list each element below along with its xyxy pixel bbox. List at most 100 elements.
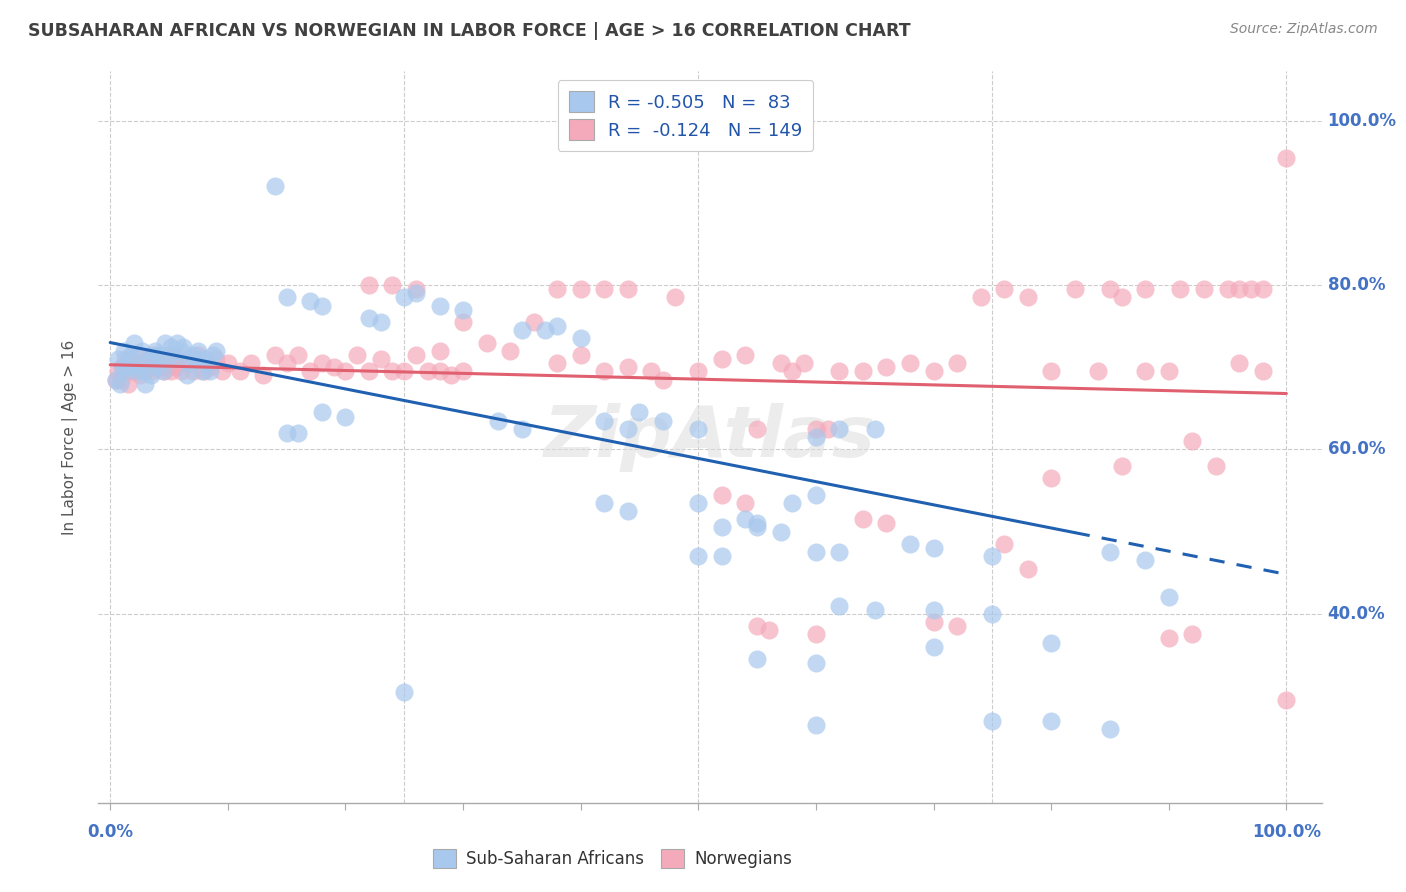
Point	[198, 360, 221, 375]
Point	[546, 282, 568, 296]
Point	[828, 364, 851, 378]
Point	[1040, 471, 1063, 485]
Point	[898, 537, 921, 551]
Point	[969, 290, 991, 304]
Text: SUBSAHARAN AFRICAN VS NORWEGIAN IN LABOR FORCE | AGE > 16 CORRELATION CHART: SUBSAHARAN AFRICAN VS NORWEGIAN IN LABOR…	[28, 22, 911, 40]
Point	[170, 343, 193, 358]
Point	[163, 348, 186, 362]
Point	[828, 599, 851, 613]
Point	[187, 348, 209, 362]
Point	[152, 364, 174, 378]
Point	[922, 615, 945, 629]
Point	[451, 315, 474, 329]
Point	[121, 356, 143, 370]
Point	[131, 356, 153, 370]
Point	[981, 714, 1004, 728]
Point	[688, 364, 710, 378]
Point	[817, 422, 839, 436]
Point	[1063, 282, 1085, 296]
Point	[804, 422, 827, 436]
Point	[804, 545, 827, 559]
Point	[804, 627, 827, 641]
Point	[117, 376, 139, 391]
Point	[534, 323, 557, 337]
Point	[311, 299, 333, 313]
Point	[165, 360, 187, 375]
Point	[1170, 282, 1192, 296]
Point	[616, 282, 638, 296]
Point	[782, 364, 804, 378]
Point	[1098, 545, 1121, 559]
Point	[153, 364, 176, 378]
Point	[804, 656, 827, 670]
Point	[804, 717, 827, 731]
Point	[1017, 290, 1039, 304]
Text: Source: ZipAtlas.com: Source: ZipAtlas.com	[1230, 22, 1378, 37]
Point	[143, 348, 166, 362]
Point	[875, 360, 897, 375]
Point	[1227, 356, 1250, 370]
Point	[652, 373, 675, 387]
Point	[1087, 364, 1109, 378]
Point	[1098, 282, 1121, 296]
Point	[131, 343, 153, 358]
Point	[193, 351, 215, 366]
Point	[195, 356, 218, 370]
Point	[381, 364, 404, 378]
Point	[176, 351, 198, 366]
Point	[117, 360, 139, 375]
Point	[370, 315, 392, 329]
Point	[593, 414, 616, 428]
Point	[710, 549, 733, 564]
Point	[981, 607, 1004, 621]
Point	[1017, 561, 1039, 575]
Point	[429, 299, 451, 313]
Point	[863, 422, 886, 436]
Point	[628, 405, 651, 419]
Point	[146, 360, 169, 375]
Point	[392, 290, 416, 304]
Point	[710, 487, 733, 501]
Point	[311, 356, 333, 370]
Point	[922, 640, 945, 654]
Point	[734, 496, 756, 510]
Point	[1227, 282, 1250, 296]
Point	[128, 360, 150, 375]
Point	[240, 356, 263, 370]
Point	[191, 364, 214, 378]
Point	[688, 422, 710, 436]
Point	[1275, 693, 1298, 707]
Point	[211, 364, 233, 378]
Point	[593, 282, 616, 296]
Point	[734, 512, 756, 526]
Point	[187, 343, 209, 358]
Point	[1240, 282, 1263, 296]
Point	[118, 351, 141, 366]
Point	[546, 356, 568, 370]
Point	[357, 310, 380, 325]
Point	[769, 524, 792, 539]
Point	[381, 278, 404, 293]
Point	[107, 351, 129, 366]
Point	[429, 343, 451, 358]
Point	[804, 430, 827, 444]
Point	[616, 422, 638, 436]
Point	[105, 373, 128, 387]
Point	[1111, 290, 1133, 304]
Point	[946, 619, 969, 633]
Point	[370, 351, 392, 366]
Point	[141, 364, 163, 378]
Point	[993, 537, 1015, 551]
Y-axis label: In Labor Force | Age > 16: In Labor Force | Age > 16	[62, 340, 77, 534]
Point	[1157, 591, 1180, 605]
Point	[745, 520, 768, 534]
Point	[616, 360, 638, 375]
Point	[616, 504, 638, 518]
Point	[228, 364, 250, 378]
Point	[1251, 364, 1274, 378]
Point	[112, 360, 135, 375]
Point	[136, 351, 159, 366]
Point	[122, 335, 145, 350]
Point	[184, 351, 207, 366]
Point	[170, 364, 193, 378]
